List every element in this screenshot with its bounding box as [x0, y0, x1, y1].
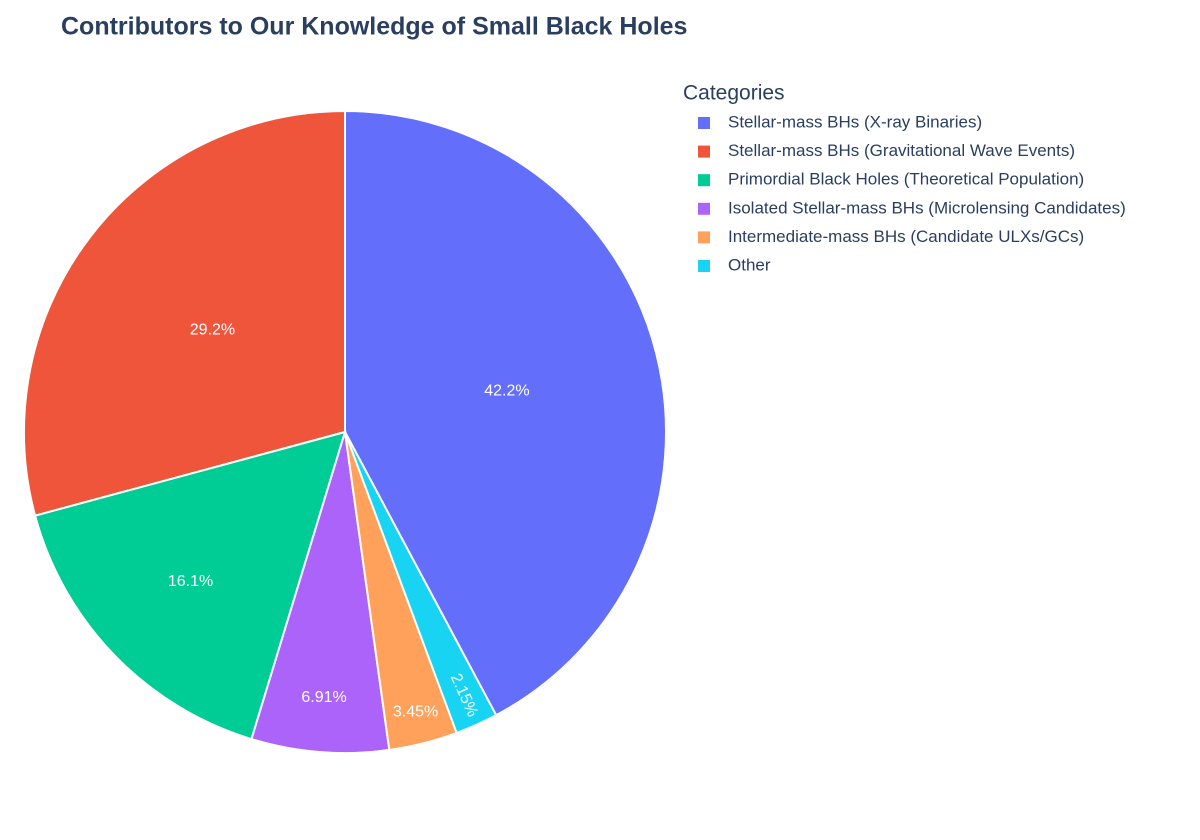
- legend-swatch: [698, 231, 710, 244]
- legend-label: Primordial Black Holes (Theoretical Popu…: [728, 170, 1084, 189]
- legend-swatch: [698, 174, 710, 187]
- slice-label: 16.1%: [168, 573, 213, 590]
- legend-label: Other: [728, 255, 771, 274]
- legend-swatch: [698, 260, 710, 272]
- slice-label: 42.2%: [484, 383, 529, 400]
- legend-title: Categories: [683, 82, 785, 105]
- legend-label: Intermediate-mass BHs (Candidate ULXs/GC…: [728, 227, 1084, 246]
- pie-slice: [33, 430, 347, 741]
- chart-title: Contributors to Our Knowledge of Small B…: [61, 13, 687, 41]
- legend-label: Stellar-mass BHs (Gravitational Wave Eve…: [728, 141, 1075, 160]
- legend-swatch: [698, 145, 710, 158]
- legend-label: Stellar-mass BHs (X-ray Binaries): [728, 112, 982, 131]
- slice-label: 3.45%: [393, 703, 438, 720]
- pie-slice: [23, 109, 346, 517]
- legend-swatch: [698, 117, 710, 129]
- pie-slice: [250, 431, 391, 754]
- pie-slice: [344, 109, 667, 717]
- pie-slice: [344, 431, 498, 735]
- slice-label: 29.2%: [190, 322, 235, 339]
- legend-label: Isolated Stellar-mass BHs (Microlensing …: [728, 198, 1126, 217]
- legend-swatch: [698, 202, 710, 215]
- slice-label: 6.91%: [301, 689, 346, 706]
